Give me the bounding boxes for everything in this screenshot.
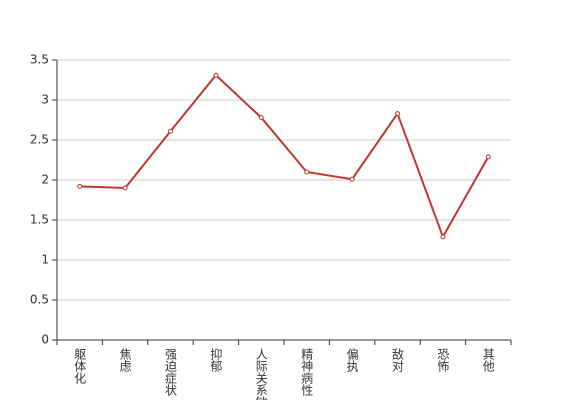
y-tick-label: 3 [41, 93, 49, 107]
point [349, 176, 355, 182]
point [395, 111, 400, 117]
x-tick-label: 精神病性 [300, 348, 314, 397]
point [213, 72, 219, 78]
point [258, 115, 264, 121]
point [440, 234, 446, 240]
y-tick-label: 0.5 [30, 293, 49, 307]
x-tick-label: 偏执 [345, 347, 359, 373]
x-tick-label: 其他 [481, 348, 495, 372]
x-tick-label: 强迫症状 [164, 348, 178, 396]
y-tick-label: 1.5 [30, 213, 49, 227]
x-tick-label: 抑郁 [209, 347, 223, 373]
point [168, 128, 173, 134]
x-tick-label: 躯体化 [73, 347, 87, 385]
x-tick-label: 恐怖 [436, 348, 450, 372]
point [77, 183, 83, 189]
point [122, 185, 128, 191]
line [79, 73, 490, 240]
x-tick-label: 焦虑 [118, 348, 132, 372]
y-tick-label: 3.5 [30, 53, 49, 67]
point [304, 169, 310, 175]
y-tick-label: 0 [41, 333, 49, 347]
x-tick-label: 人际关系敏感 [254, 348, 268, 400]
x-tick-label: 敌对 [391, 347, 405, 372]
y-tick-label: 2.5 [30, 133, 49, 147]
y-tick-label: 1 [41, 253, 49, 267]
y-tick-label: 2 [41, 173, 49, 187]
point [485, 154, 491, 160]
